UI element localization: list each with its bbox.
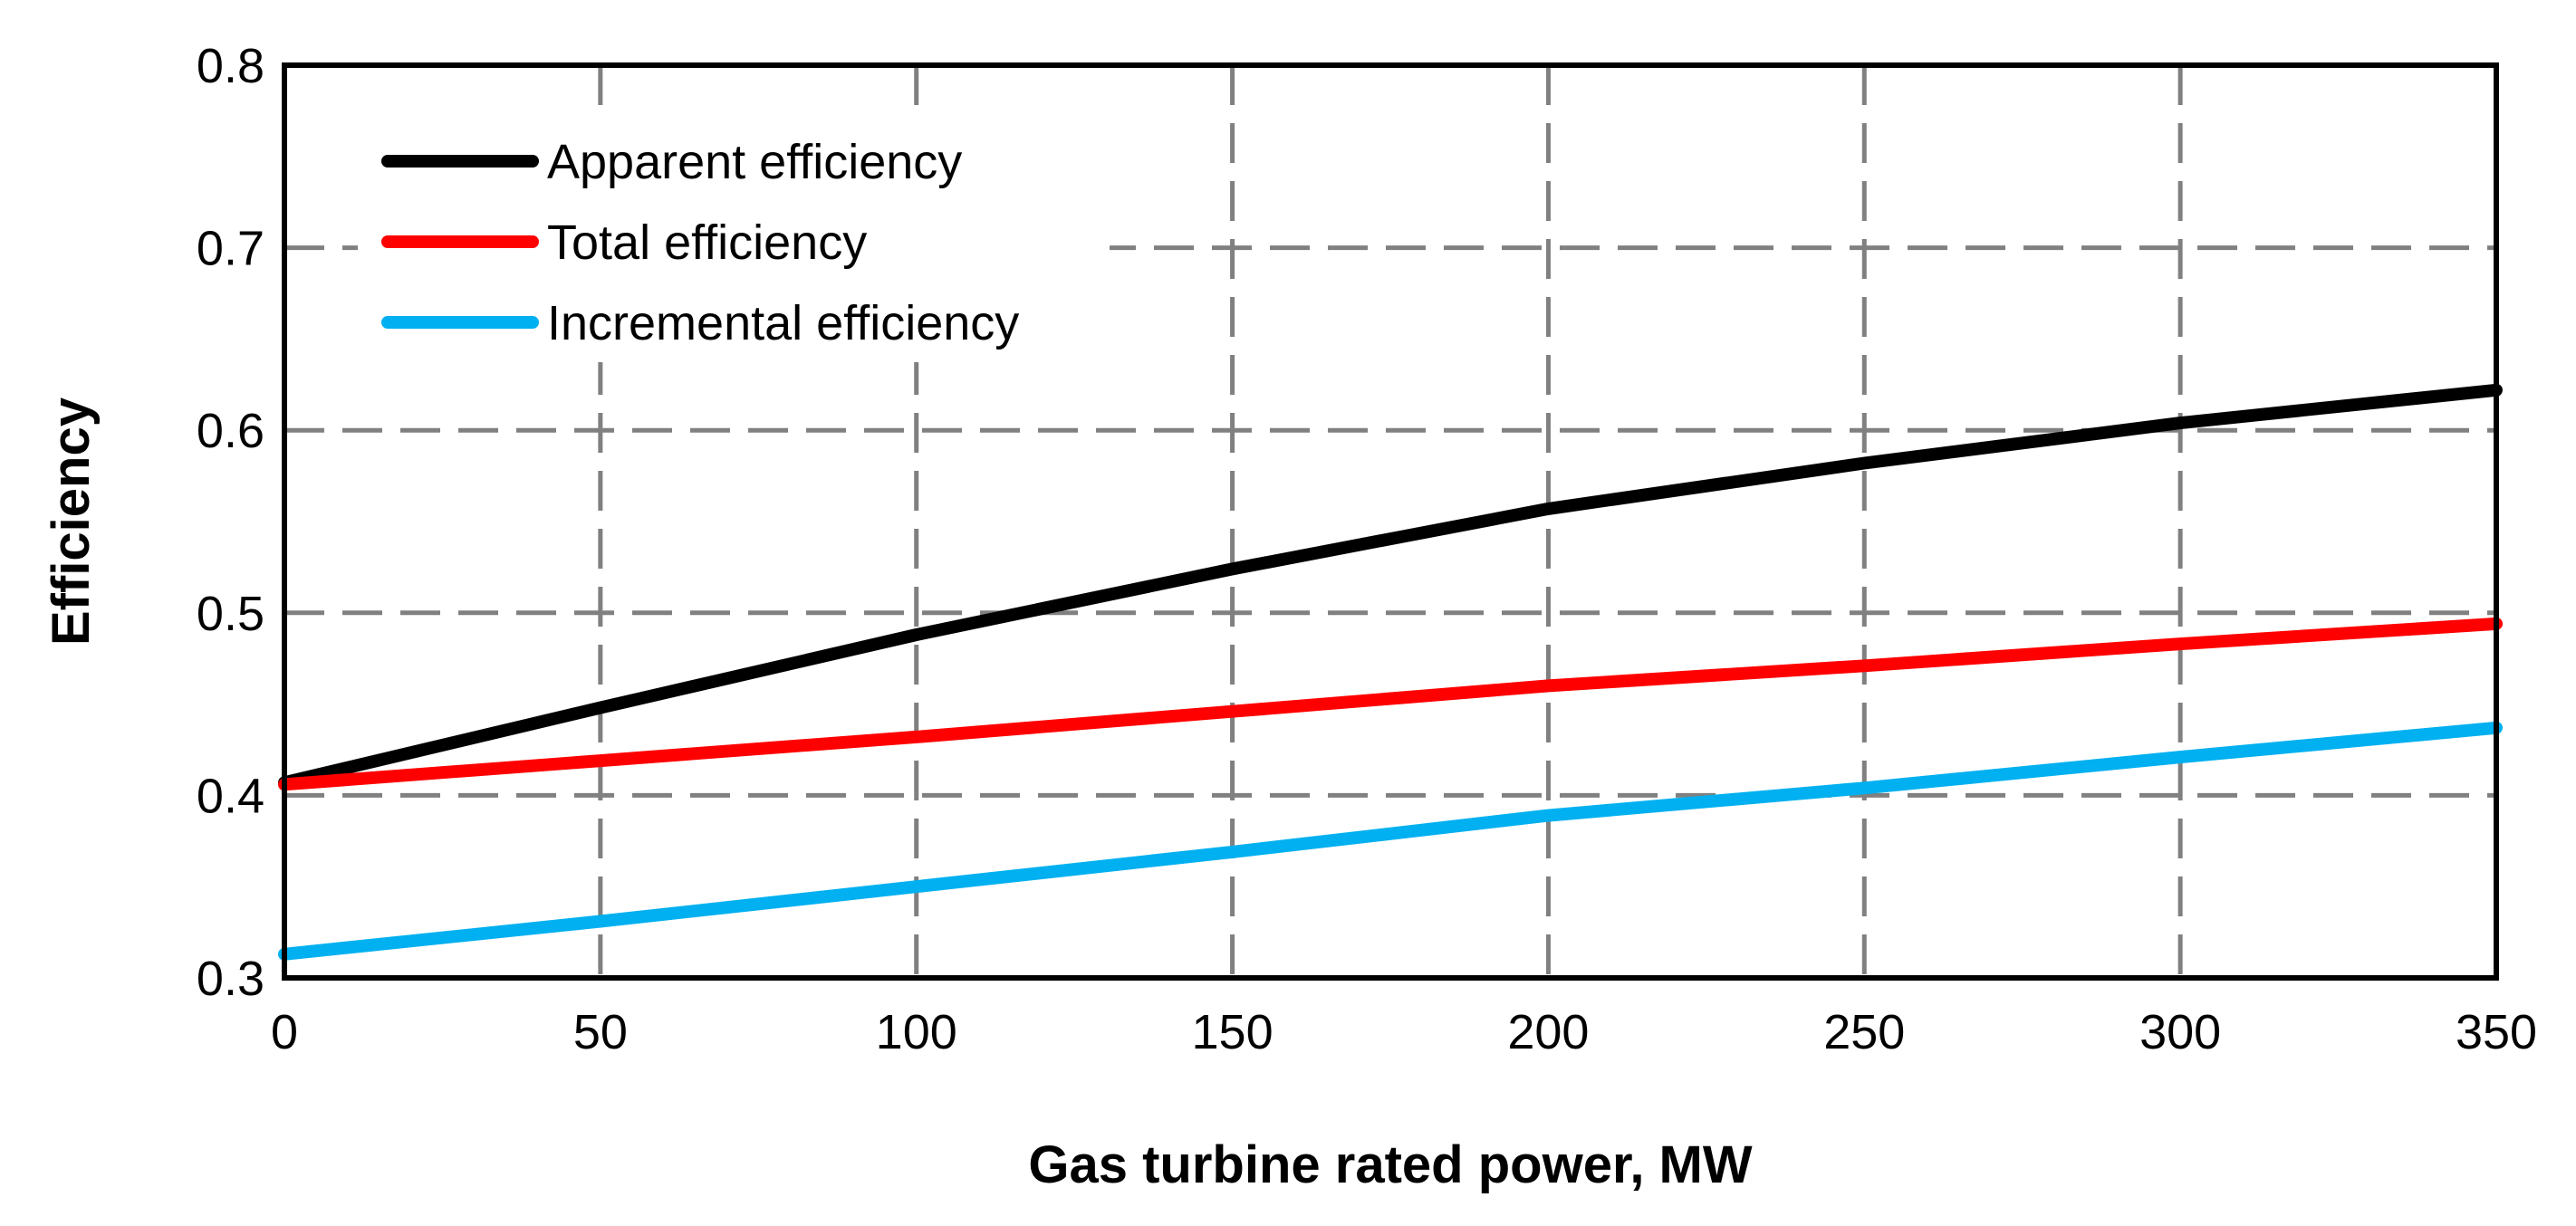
x-tick-label: 200 [1507,1005,1589,1059]
x-tick-label: 100 [876,1005,957,1059]
series-line-incremental-efficiency [278,721,2503,961]
x-axis-title: Gas turbine rated power, MW [1028,1135,1752,1194]
x-tick-label: 250 [1823,1005,1905,1059]
y-tick-label: 0.7 [197,222,264,276]
series-line-total-efficiency [278,617,2503,791]
series-line-apparent-efficiency [278,383,2503,790]
x-tick-label: 300 [2139,1005,2221,1059]
legend-label: Incremental efficiency [547,296,1019,350]
x-tick-label: 0 [271,1005,298,1059]
x-tick-label: 350 [2456,1005,2537,1059]
x-tick-label: 150 [1192,1005,1274,1059]
plot-area-frame [282,62,2499,981]
y-tick-label: 0.3 [197,952,264,1006]
legend-label: Apparent efficiency [547,135,962,189]
legend: Apparent efficiency Total efficiency Incre… [358,109,1110,362]
legend-label: Total efficiency [547,216,867,270]
y-tick-label: 0.5 [197,587,264,641]
series-layer [278,383,2503,961]
tick-labels: 0 50 100 150 200 250 300 350 0.3 0.4 0.5 0.6 0.7 0.8 [197,39,2537,1059]
y-axis-title: Efficiency [42,397,101,646]
y-tick-label: 0.8 [197,39,264,93]
y-tick-label: 0.6 [197,404,264,458]
x-tick-label: 50 [573,1005,628,1059]
y-tick-label: 0.4 [197,769,264,823]
